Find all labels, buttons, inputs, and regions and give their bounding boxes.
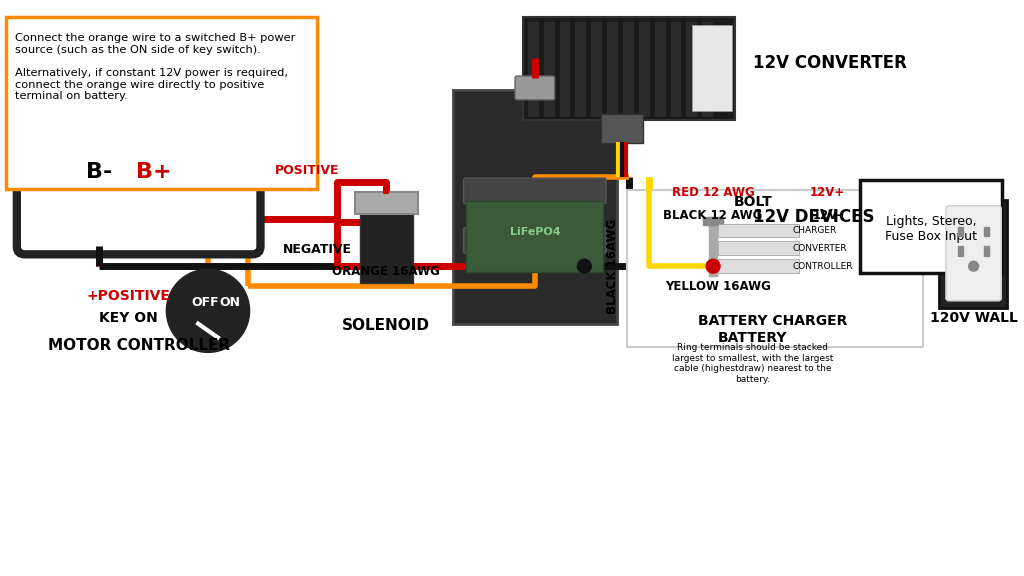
Bar: [544, 21, 554, 116]
Text: NEGATIVE: NEGATIVE: [283, 243, 351, 256]
Bar: [623, 21, 633, 116]
Bar: [671, 21, 680, 116]
Bar: [957, 247, 963, 256]
Text: KEY ON: KEY ON: [99, 310, 158, 325]
Text: BLACK 12 AWG: BLACK 12 AWG: [664, 209, 763, 222]
Text: ORANGE 16AWG: ORANGE 16AWG: [333, 265, 440, 278]
Text: SOLENOID: SOLENOID: [342, 318, 430, 333]
Text: 12V-: 12V-: [812, 209, 842, 222]
Text: BATTERY CHARGER: BATTERY CHARGER: [697, 314, 847, 328]
Text: Ring terminals should be stacked
largest to smallest, with the largest
cable (hi: Ring terminals should be stacked largest…: [672, 343, 834, 384]
Text: +POSITIVE: +POSITIVE: [87, 289, 171, 303]
Circle shape: [166, 269, 250, 353]
Bar: [528, 21, 538, 116]
Text: 120V WALL: 120V WALL: [930, 310, 1018, 325]
Bar: [559, 21, 569, 116]
FancyBboxPatch shape: [16, 90, 260, 255]
FancyBboxPatch shape: [453, 90, 617, 324]
Text: CONVERTER: CONVERTER: [793, 244, 847, 253]
FancyBboxPatch shape: [718, 223, 800, 237]
Text: ON: ON: [220, 297, 241, 309]
Bar: [607, 21, 617, 116]
FancyBboxPatch shape: [467, 201, 603, 272]
Text: LiFePO4: LiFePO4: [510, 226, 560, 237]
Circle shape: [969, 262, 979, 271]
Bar: [654, 21, 665, 116]
FancyBboxPatch shape: [354, 192, 418, 214]
FancyBboxPatch shape: [692, 25, 732, 111]
FancyBboxPatch shape: [464, 228, 606, 253]
Text: OFF: OFF: [191, 297, 219, 309]
Bar: [702, 21, 712, 116]
Text: Connect the orange wire to a switched B+ power
source (such as the ON side of ke: Connect the orange wire to a switched B+…: [15, 33, 295, 101]
Text: YELLOW 16AWG: YELLOW 16AWG: [666, 279, 771, 293]
Text: BLACK 16AWG: BLACK 16AWG: [606, 218, 620, 314]
Bar: [575, 21, 586, 116]
Text: B-: B-: [86, 162, 113, 182]
Text: BOLT: BOLT: [733, 195, 772, 209]
FancyBboxPatch shape: [860, 180, 1002, 273]
Text: MOTOR CONTROLLER: MOTOR CONTROLLER: [47, 338, 229, 353]
FancyBboxPatch shape: [711, 230, 834, 298]
FancyBboxPatch shape: [946, 206, 1001, 301]
FancyBboxPatch shape: [523, 17, 735, 120]
Text: POSITIVE: POSITIVE: [274, 164, 339, 177]
FancyBboxPatch shape: [627, 190, 923, 347]
FancyBboxPatch shape: [718, 259, 800, 273]
Bar: [591, 21, 601, 116]
Text: RED 12 AWG: RED 12 AWG: [672, 186, 755, 199]
Text: 12V CONVERTER: 12V CONVERTER: [753, 54, 906, 72]
Text: BATTERY: BATTERY: [718, 331, 787, 344]
Bar: [984, 247, 989, 256]
FancyBboxPatch shape: [601, 113, 643, 143]
FancyBboxPatch shape: [464, 178, 606, 204]
Bar: [984, 226, 989, 237]
FancyBboxPatch shape: [6, 17, 317, 189]
Bar: [639, 21, 649, 116]
Text: 12V DEVICES: 12V DEVICES: [753, 208, 874, 226]
Text: CHARGER: CHARGER: [793, 226, 837, 235]
Text: Lights, Stereo,
Fuse Box Input: Lights, Stereo, Fuse Box Input: [885, 215, 977, 242]
Bar: [686, 21, 696, 116]
Circle shape: [707, 259, 720, 273]
Text: CONTROLLER: CONTROLLER: [793, 262, 853, 271]
FancyBboxPatch shape: [718, 241, 800, 255]
Bar: [710, 217, 717, 276]
FancyBboxPatch shape: [359, 208, 413, 283]
FancyBboxPatch shape: [515, 76, 555, 100]
Bar: [957, 226, 963, 237]
Bar: [703, 217, 723, 225]
Circle shape: [578, 259, 591, 273]
Text: 12V+: 12V+: [809, 186, 845, 199]
Text: B+: B+: [136, 162, 171, 182]
FancyBboxPatch shape: [939, 200, 1008, 308]
